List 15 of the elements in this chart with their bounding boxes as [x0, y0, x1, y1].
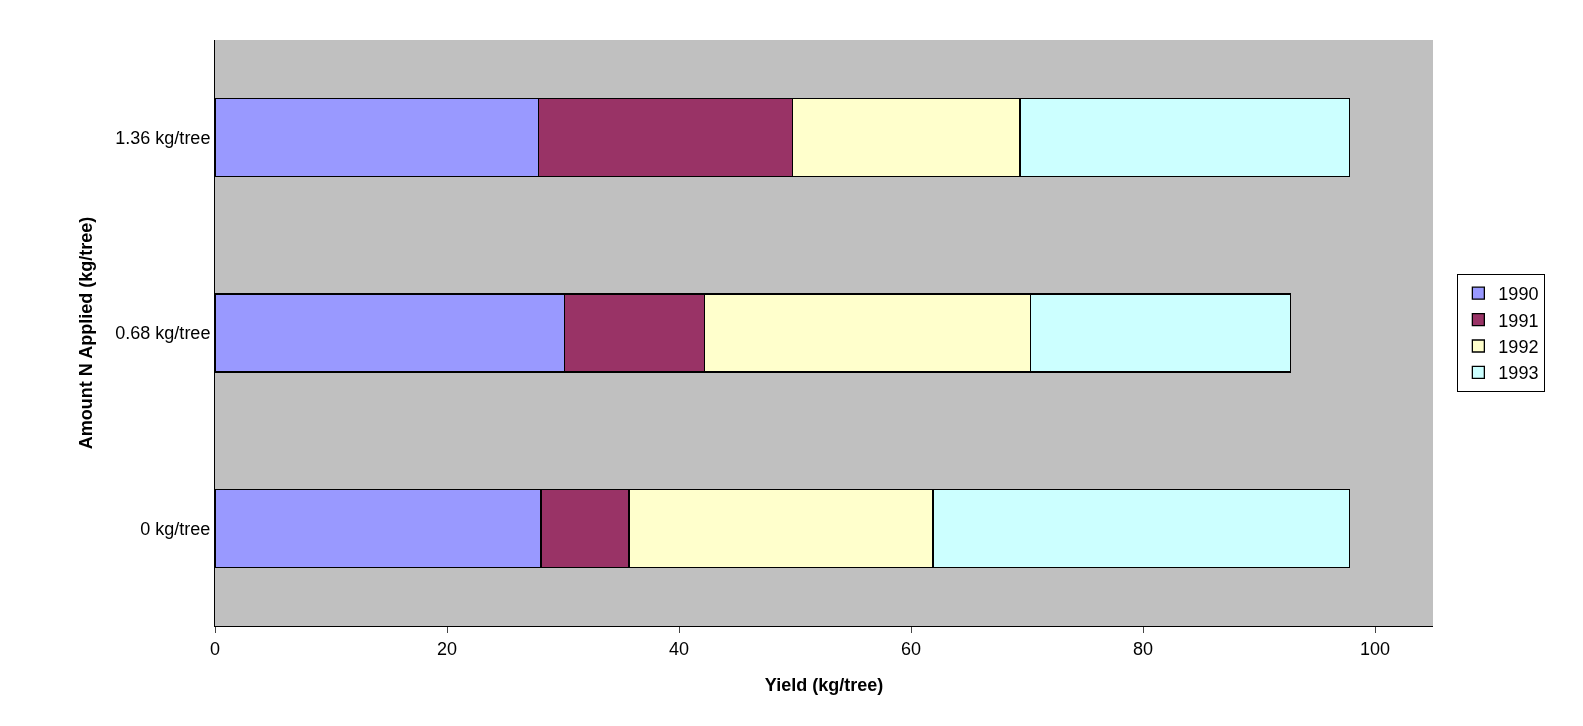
y-tick-label: 0 kg/tree	[140, 518, 211, 539]
y-tick-label: 0.68 kg/tree	[115, 323, 211, 344]
x-tick-label: 20	[436, 638, 458, 659]
x-axis-title: Yield (kg/tree)	[764, 674, 884, 695]
x-tick-label: 60	[900, 638, 922, 659]
legend-label: 1993	[1498, 363, 1539, 384]
x-tick-label: 0	[209, 638, 221, 659]
x-tick-label: 40	[668, 638, 690, 659]
y-tick-label: 1.36 kg/tree	[115, 127, 211, 148]
legend-label: 1990	[1498, 284, 1539, 305]
x-tick-label: 100	[1359, 638, 1391, 659]
legend-label: 1991	[1498, 310, 1539, 331]
y-axis-title: Amount N Applied (kg/tree)	[75, 216, 96, 450]
x-tick-label: 80	[1132, 638, 1154, 659]
legend-label: 1992	[1498, 337, 1539, 358]
